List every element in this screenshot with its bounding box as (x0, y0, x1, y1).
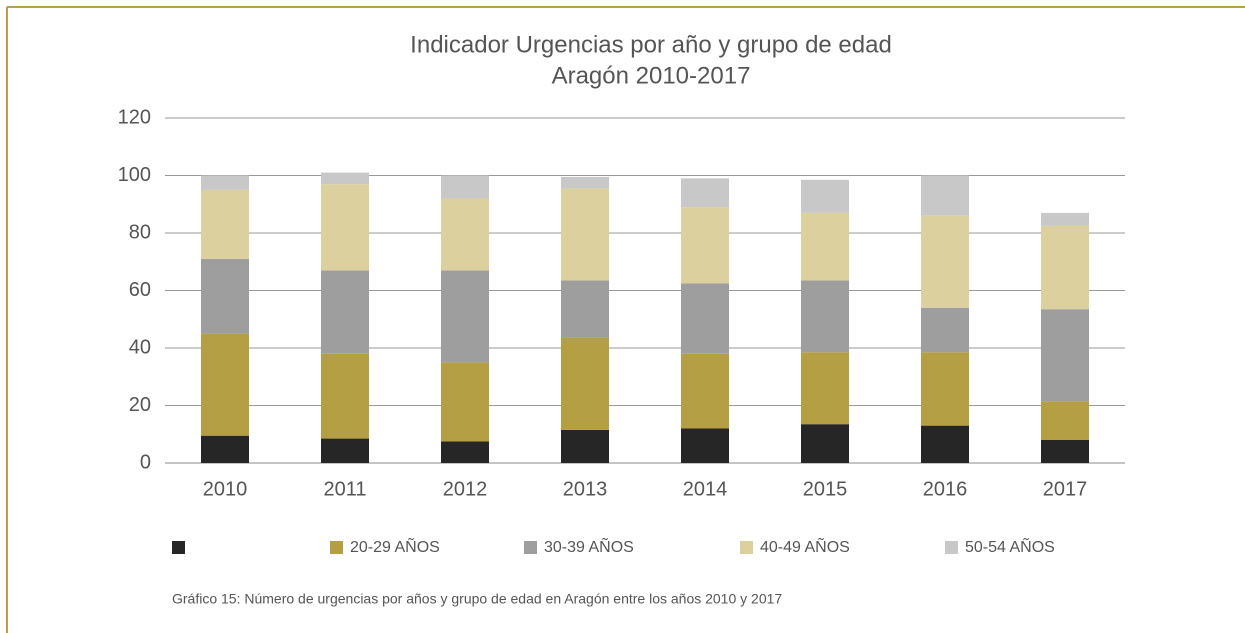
bar-segment (201, 189, 249, 259)
bar-segment (1041, 401, 1089, 440)
x-tick-label: 2013 (563, 478, 608, 500)
bar-segment (441, 175, 489, 199)
legend-label: 20-29 AÑOS (350, 536, 440, 556)
bar-segment (561, 280, 609, 338)
bar-segment (201, 333, 249, 436)
bar-segment (681, 207, 729, 284)
legend-swatch (740, 541, 753, 554)
bar-segment (441, 270, 489, 363)
bar-segment (801, 179, 849, 213)
bar-segment (201, 175, 249, 190)
caption: Gráfico 15: Número de urgencias por años… (172, 591, 782, 607)
bar-segment (201, 258, 249, 334)
bar-segment (681, 428, 729, 463)
bar-segment (441, 441, 489, 463)
bar-segment (561, 176, 609, 189)
legend-label: 40-49 AÑOS (760, 536, 850, 556)
bar-segment (1041, 225, 1089, 310)
bar-segment (201, 435, 249, 463)
chart-subtitle: Aragón 2010-2017 (552, 62, 751, 89)
legend-label: 30-39 AÑOS (544, 536, 634, 556)
bar-segment (321, 270, 369, 354)
bar-segment (321, 184, 369, 271)
bar-segment (801, 280, 849, 353)
bar-segment (681, 353, 729, 429)
y-tick-label: 0 (140, 451, 151, 473)
legend-swatch (172, 541, 185, 554)
x-tick-label: 2015 (803, 478, 848, 500)
x-tick-label: 2014 (683, 478, 728, 500)
y-tick-label: 120 (118, 106, 151, 128)
bar-segment (321, 172, 369, 185)
legend-swatch (945, 541, 958, 554)
bar-segment (1041, 212, 1089, 226)
y-tick-label: 80 (129, 221, 151, 243)
bar-segment (921, 175, 969, 216)
bar-segment (321, 353, 369, 439)
y-tick-label: 20 (129, 394, 151, 416)
x-tick-label: 2012 (443, 478, 488, 500)
y-tick-label: 100 (118, 164, 151, 186)
bar-segment (921, 307, 969, 353)
x-tick-label: 2016 (923, 478, 968, 500)
y-tick-label: 40 (129, 336, 151, 358)
bar-segment (441, 362, 489, 442)
bar-segment (801, 424, 849, 463)
bar-segment (921, 215, 969, 308)
bar-segment (921, 425, 969, 463)
bar-segment (561, 188, 609, 281)
bar-segment (801, 352, 849, 425)
bar-segment (321, 438, 369, 463)
x-tick-label: 2011 (323, 478, 366, 500)
x-tick-label: 2017 (1043, 478, 1088, 500)
bar-segment (681, 178, 729, 208)
bar-segment (441, 198, 489, 271)
bar-segment (561, 337, 609, 430)
bar-segment (1041, 440, 1089, 463)
legend-swatch (524, 541, 537, 554)
bar-segment (681, 283, 729, 354)
x-tick-label: 2010 (203, 478, 248, 500)
legend-label: 50-54 AÑOS (965, 536, 1055, 556)
chart-title: Indicador Urgencias por año y grupo de e… (410, 31, 892, 58)
bar-segment (801, 212, 849, 281)
legend-swatch (330, 541, 343, 554)
bar-segment (921, 352, 969, 426)
bar-segment (1041, 309, 1089, 402)
bar-segment (561, 429, 609, 463)
y-tick-label: 60 (129, 279, 151, 301)
